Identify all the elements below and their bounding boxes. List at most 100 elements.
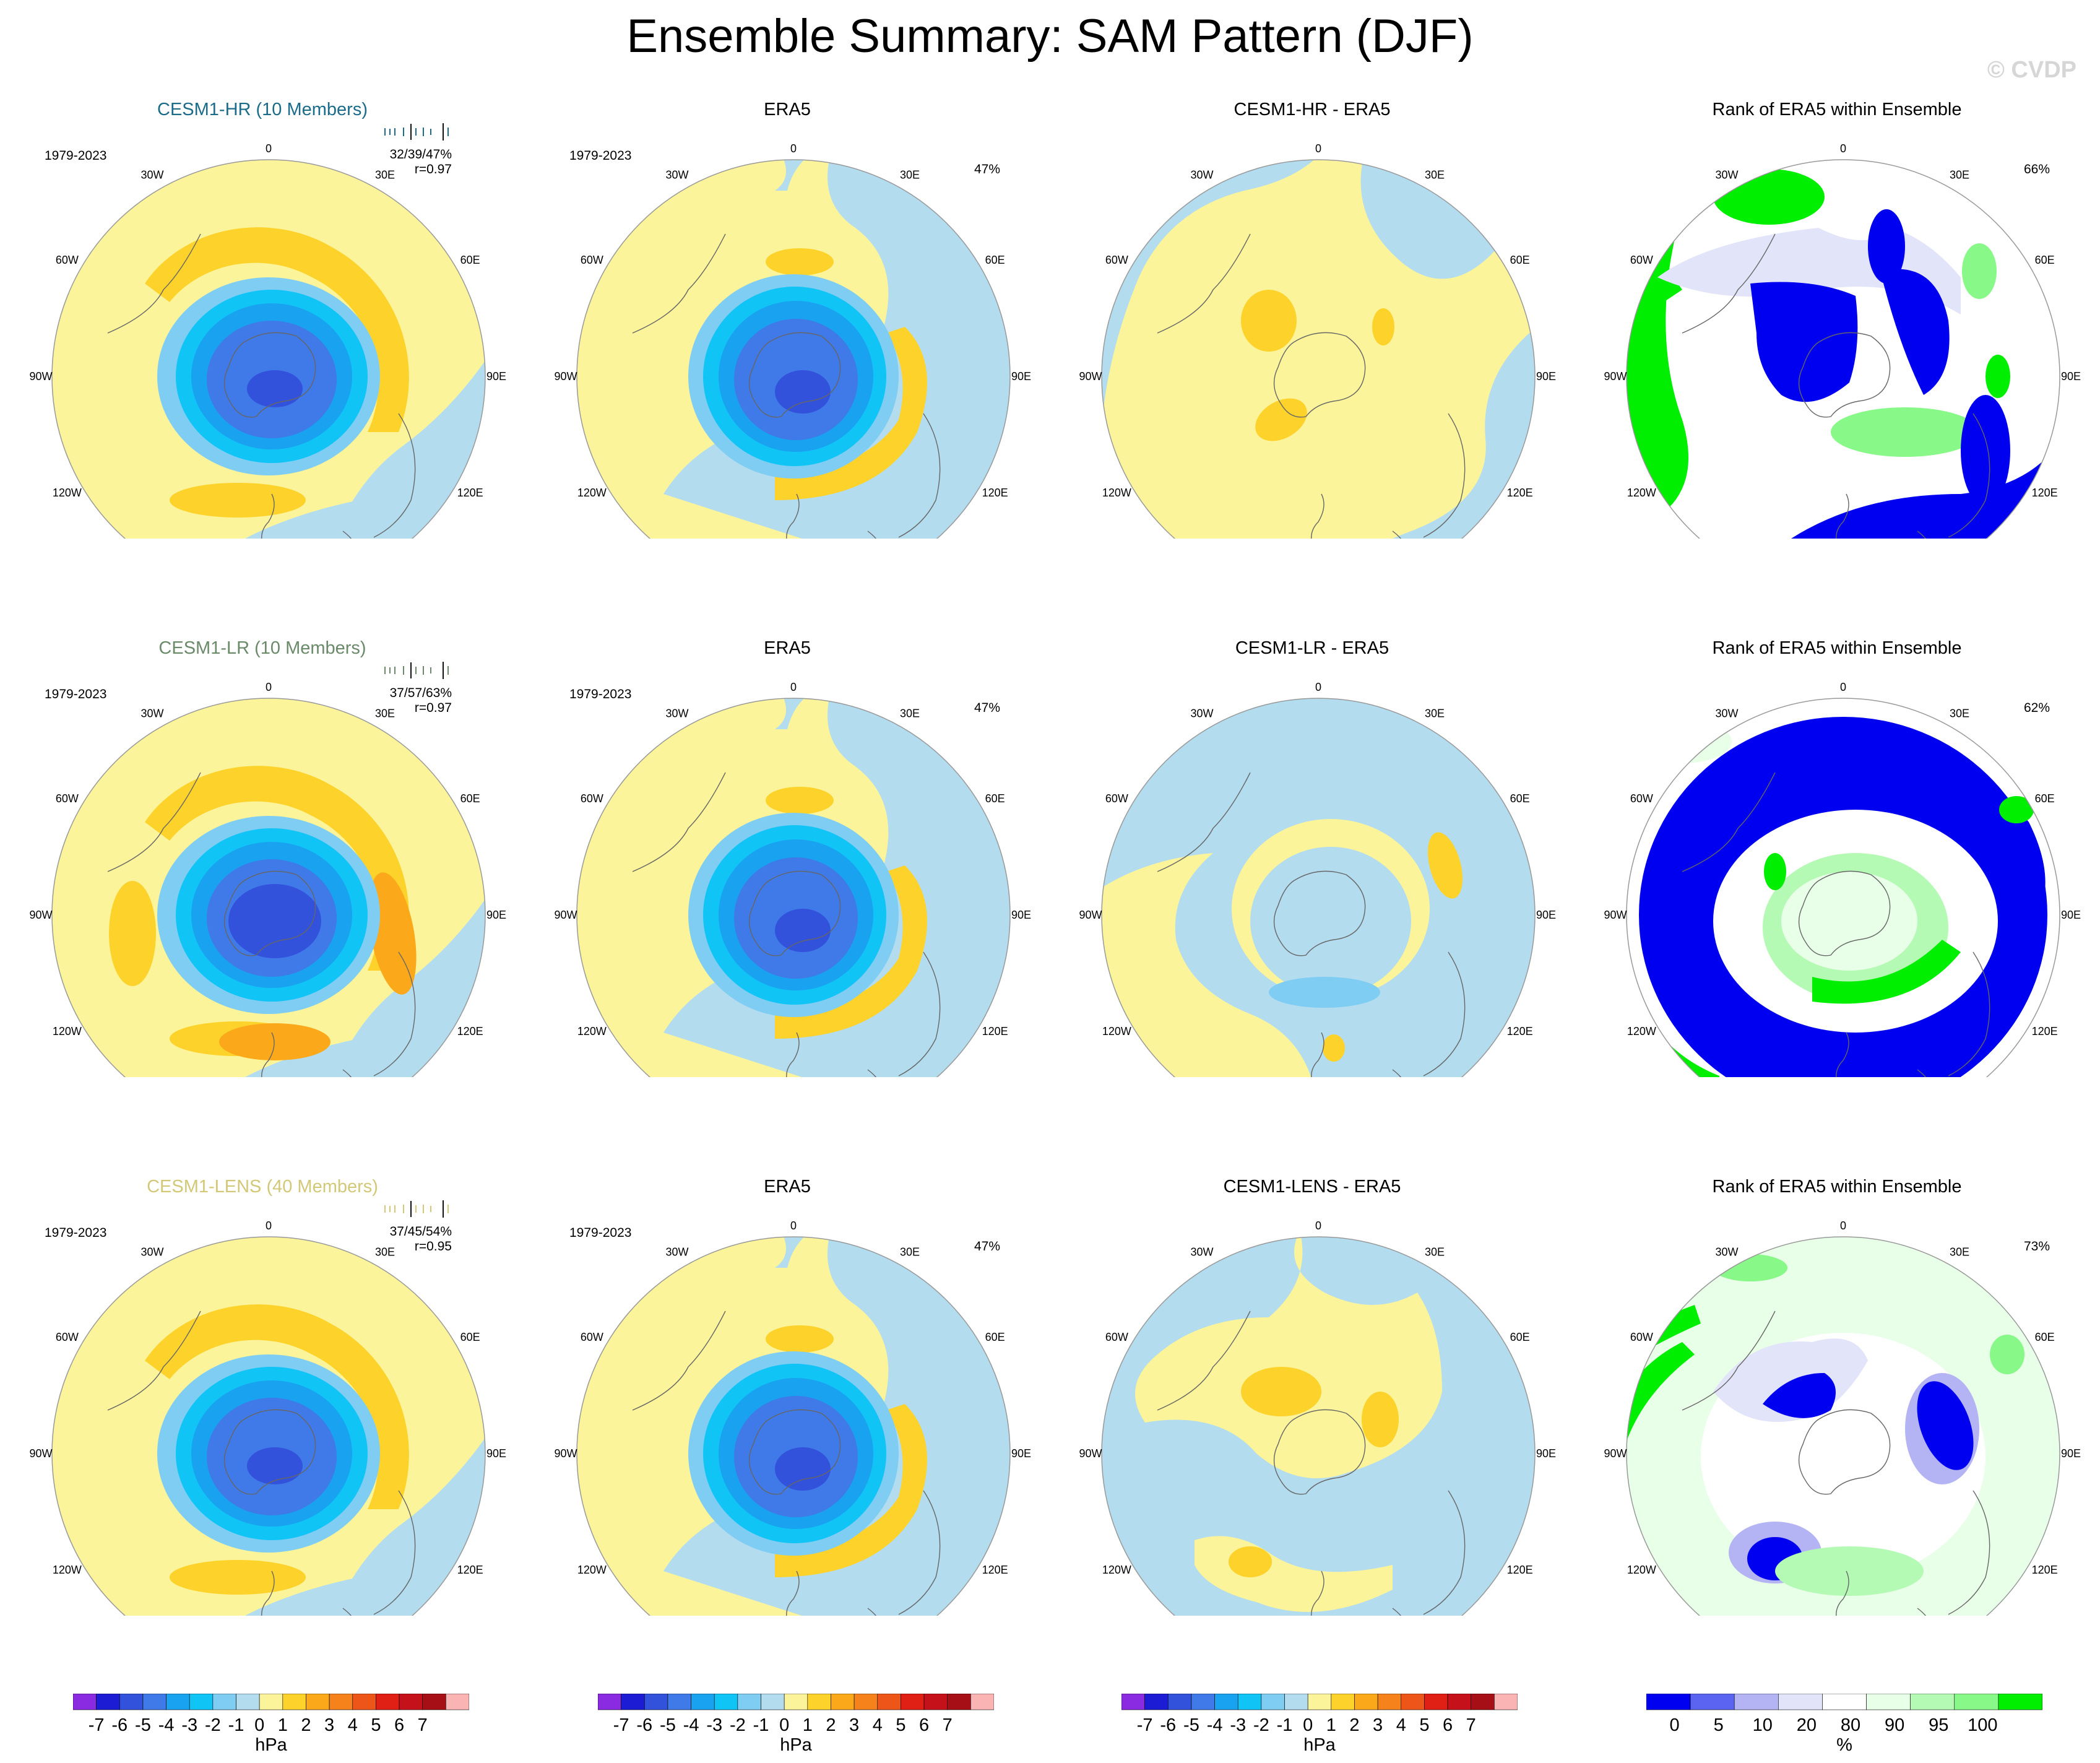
lon-label: 90E: [1536, 1447, 1556, 1460]
lon-label: 30E: [900, 707, 920, 719]
map-field: [1627, 1237, 2060, 1616]
colorbar-tick: 2: [1349, 1715, 1359, 1735]
lon-label: 90W: [1604, 909, 1627, 921]
colorbar-swatch: [446, 1693, 470, 1710]
colorbar-swatch: [1910, 1693, 1955, 1710]
lon-label: 90W: [29, 909, 52, 921]
colorbar-swatch: [901, 1693, 925, 1710]
lon-label: 90W: [29, 370, 52, 383]
lon-label: 120W: [1102, 1025, 1131, 1037]
colorbar-swatch: [923, 1693, 948, 1710]
map-field: [577, 160, 1010, 539]
lon-label: 120E: [457, 1025, 483, 1037]
variance-explained: 47%: [974, 1239, 1000, 1254]
colorbar-tick: 2: [301, 1715, 311, 1735]
colorbar-swatch: [352, 1693, 376, 1710]
colorbar-swatch: [714, 1693, 738, 1710]
rank-title: Rank of ERA5 within Ensemble: [1712, 100, 1962, 119]
colorbar-tick: -4: [1207, 1715, 1223, 1735]
lon-label: 60W: [581, 792, 603, 805]
colorbar-tick: 0: [254, 1715, 264, 1735]
map-field: [1627, 698, 2060, 1077]
model-title: CESM1-HR (10 Members): [157, 100, 368, 119]
coastlines: [632, 233, 941, 539]
colorbar-swatch: [667, 1693, 691, 1710]
lon-label: 120E: [2032, 487, 2058, 499]
lon-label: 30E: [375, 168, 395, 181]
lon-label: 90E: [486, 370, 506, 383]
colorbar-swatch: [1734, 1693, 1779, 1710]
colorbar-tick: 7: [1466, 1715, 1476, 1735]
lon-label: 90E: [1536, 909, 1556, 921]
lon-label: 120W: [1627, 1564, 1656, 1576]
colorbar-swatch: [306, 1693, 330, 1710]
ensemble-spread-indicator: [384, 123, 449, 141]
colorbar-swatch: [1690, 1693, 1735, 1710]
colorbar-tick: 0: [1669, 1715, 1679, 1735]
map-field: [577, 698, 1010, 1077]
polar-map: 030E60E90E120E150E180150W120W90W60W30W: [1604, 681, 2081, 1077]
colorbar-tick: -7: [613, 1715, 629, 1735]
colorbar-tick: 90: [1885, 1715, 1904, 1735]
colorbar-rank: 0 5 10 20 80 90 95 100%: [1646, 1693, 2043, 1759]
colorbar-swatch: [644, 1693, 668, 1710]
colorbar-tick: -4: [158, 1715, 175, 1735]
panel-diff-0: CESM1-HR - ERA5 030E60E90E120E150E180150W…: [1050, 0, 1575, 539]
polar-map: 030E60E90E120E150E180150W120W90W60W30W: [554, 681, 1031, 1077]
colorbar-tick: -2: [1253, 1715, 1269, 1735]
colorbar-tick: -5: [135, 1715, 151, 1735]
lon-label: 30E: [1425, 707, 1445, 719]
colorbar-diff-svg: -7 -6 -5 -4 -3 -2 -1 0 1 2 3 4 5 6 7 hPa: [1121, 1693, 1518, 1755]
coastlines: [632, 1310, 941, 1616]
pattern-stats: 37/45/54%: [389, 1224, 452, 1239]
pattern-correlation: r=0.95: [414, 1239, 452, 1254]
colorbar-swatch: [1424, 1693, 1448, 1710]
colorbar-era5: -7 -6 -5 -4 -3 -2 -1 0 1 2 3 4 5 6 7 hPa: [597, 1693, 995, 1759]
lon-label: 60E: [1510, 1331, 1530, 1343]
lon-label: 90E: [2061, 370, 2081, 383]
lon-label: 30W: [140, 168, 163, 181]
model-title: CESM1-LENS (40 Members): [147, 1177, 378, 1197]
difference-title: CESM1-HR - ERA5: [1234, 100, 1391, 119]
colorbar-swatch: [621, 1693, 645, 1710]
lon-label: 120W: [577, 1025, 607, 1037]
lon-label: 60W: [1630, 254, 1653, 266]
colorbar-model: -7 -6 -5 -4 -3 -2 -1 0 1 2 3 4 5 6 7 hPa: [72, 1693, 470, 1759]
lon-label: 60E: [460, 792, 480, 805]
colorbar-tick: -4: [683, 1715, 699, 1735]
lon-label: 0: [1315, 142, 1321, 155]
lon-label: 30W: [665, 168, 688, 181]
colorbar-tick: 6: [1443, 1715, 1453, 1735]
colorbar-swatch: [784, 1693, 808, 1710]
colorbar-swatch: [1494, 1693, 1518, 1710]
panel-model-2: CESM1-LENS (40 Members) 1979-2023 37/45/54…: [0, 1077, 525, 1616]
colorbar-tick: 4: [873, 1715, 883, 1735]
lon-label: 90W: [1079, 909, 1102, 921]
colorbar-swatch: [212, 1693, 236, 1710]
colorbar-swatch: [96, 1693, 120, 1710]
colorbar-rank-svg: 0 5 10 20 80 90 95 100%: [1646, 1693, 2043, 1755]
lon-label: 90W: [1079, 370, 1102, 383]
colorbar-swatch: [422, 1693, 446, 1710]
variance-explained: 47%: [974, 162, 1000, 176]
colorbar-tick: -5: [1183, 1715, 1199, 1735]
colorbar-units: hPa: [780, 1735, 812, 1755]
page-title: Ensemble Summary: SAM Pattern (DJF): [626, 10, 1474, 63]
colorbar-tick: 6: [919, 1715, 929, 1735]
lon-label: 90W: [29, 1447, 52, 1460]
colorbar-swatch: [1121, 1693, 1145, 1710]
lon-label: 120W: [53, 487, 82, 499]
polar-map: 030E60E90E120E150E180150W120W90W60W30W: [1079, 142, 1556, 539]
lon-label: 30E: [900, 168, 920, 181]
polar-map: 030E60E90E120E150E180150W120W90W60W30W: [1604, 1219, 2081, 1616]
coastlines: [1157, 1310, 1466, 1616]
lon-label: 30W: [1190, 707, 1213, 719]
lon-label: 30W: [1715, 707, 1738, 719]
colorbar-tick: -5: [660, 1715, 676, 1735]
period-label: 1979-2023: [45, 149, 107, 163]
colorbar-tick: -2: [205, 1715, 221, 1735]
lon-label: 60E: [460, 254, 480, 266]
map-field: [1627, 160, 2060, 539]
lon-label: 0: [1315, 1219, 1321, 1232]
colorbar-tick: 5: [1714, 1715, 1724, 1735]
